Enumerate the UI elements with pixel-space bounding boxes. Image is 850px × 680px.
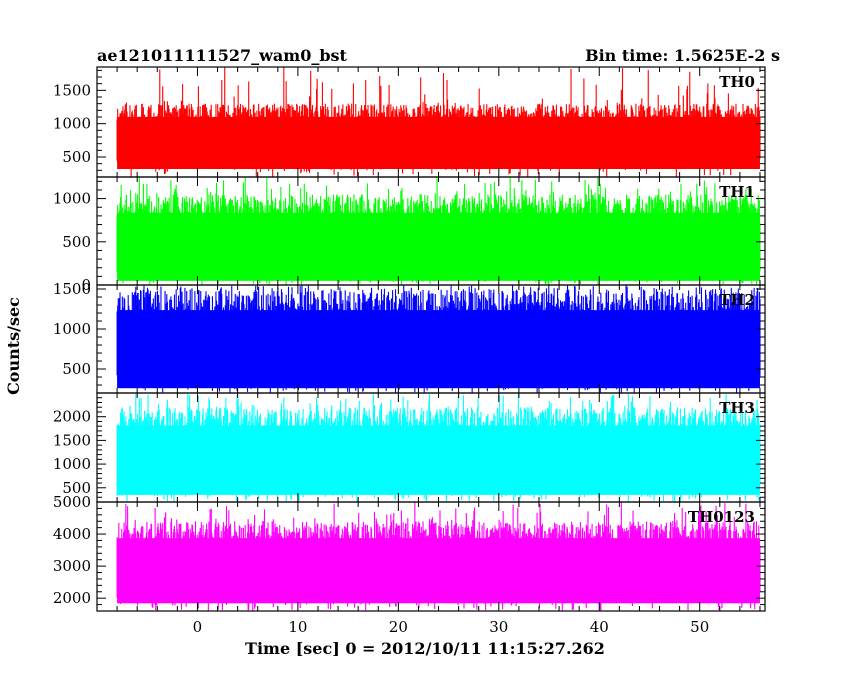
panel-th1: 0 500 1000 TH1 — [53, 176, 766, 294]
y-tick-label: 1500 — [53, 431, 91, 449]
y-tick-label: 500 — [62, 479, 91, 497]
series-line-th1 — [116, 177, 761, 285]
y-tick-label: 2000 — [53, 589, 91, 607]
series-line-th0123 — [116, 502, 761, 611]
x-tick-label: 0 — [193, 618, 203, 636]
panel-label: TH0 — [719, 73, 755, 91]
x-tick-label: 50 — [690, 618, 709, 636]
y-tick-label: 1000 — [53, 190, 91, 208]
y-tick-label: 500 — [62, 148, 91, 166]
y-tick-label: 1000 — [53, 455, 91, 473]
y-tick-label: 500 — [62, 360, 91, 378]
panel-label: TH2 — [719, 291, 755, 309]
y-tick-label: 5000 — [53, 493, 91, 511]
bin-time-label: Bin time: 1.5625E-2 s — [585, 46, 780, 65]
y-tick-label: 1500 — [53, 81, 91, 99]
y-tick-label: 500 — [62, 233, 91, 251]
panel-th2: 500 1000 1500 TH2 — [53, 280, 766, 394]
series-line-th2 — [116, 285, 761, 393]
panel-th3: 500 1000 1500 2000 TH3 — [53, 392, 766, 503]
panel-th0: 500 1000 1500 TH0 — [53, 66, 766, 178]
x-tick-label: 20 — [389, 618, 408, 636]
y-tick-label: 1000 — [53, 115, 91, 133]
panel-label: TH0123 — [688, 508, 755, 526]
panel-th0123: 2000 3000 4000 5000 TH0123 — [53, 493, 766, 612]
series-line-th3 — [116, 393, 761, 502]
y-axis-label: Counts/sec — [4, 297, 23, 395]
x-axis: 0 10 20 30 40 50 — [193, 618, 710, 636]
plot-title: ae121011111527_wam0_bst — [97, 46, 348, 65]
y-tick-label: 2000 — [53, 408, 91, 426]
y-tick-label: 1500 — [53, 280, 91, 298]
y-tick-label: 3000 — [53, 557, 91, 575]
x-axis-label: Time [sec] 0 = 2012/10/11 11:15:27.262 — [245, 639, 605, 658]
y-tick-label: 0 — [81, 276, 91, 294]
series-line-th0 — [116, 67, 761, 177]
panel-frame — [96, 501, 766, 612]
y-tick-label: 4000 — [53, 525, 91, 543]
x-tick-label: 40 — [590, 618, 609, 636]
y-tick-label: 1000 — [53, 320, 91, 338]
panel-label: TH3 — [719, 399, 755, 417]
panel-label: TH1 — [719, 183, 755, 201]
x-tick-label: 10 — [288, 618, 307, 636]
x-tick-label: 30 — [489, 618, 508, 636]
